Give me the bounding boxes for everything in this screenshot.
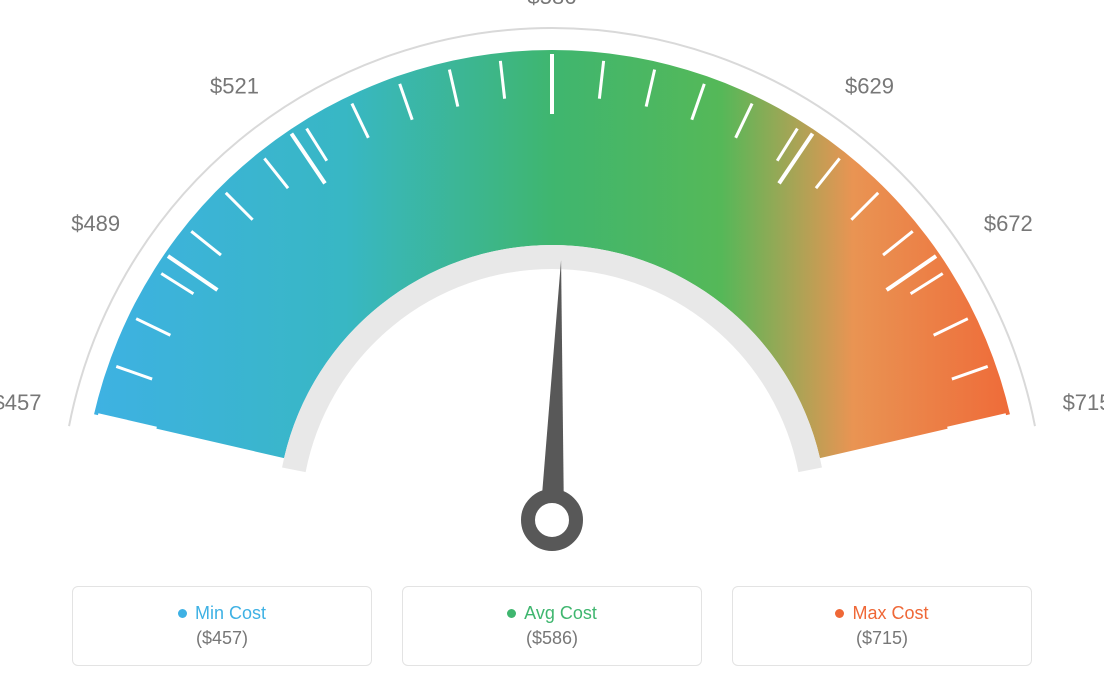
legend-min-value: ($457) [196, 628, 248, 649]
dot-min [178, 609, 187, 618]
legend-avg-value: ($586) [526, 628, 578, 649]
dot-max [835, 609, 844, 618]
legend-max-top: Max Cost [835, 603, 928, 624]
gauge-area: $457 $489 $521 $586 $629 $672 $715 [0, 0, 1104, 560]
legend-card-min: Min Cost ($457) [72, 586, 372, 666]
legend-min-label: Min Cost [195, 603, 266, 624]
gauge-needle-hub [528, 496, 576, 544]
gauge-tick-label: $672 [984, 211, 1033, 236]
dot-avg [507, 609, 516, 618]
gauge-needle [540, 260, 564, 520]
legend-avg-top: Avg Cost [507, 603, 597, 624]
legend-row: Min Cost ($457) Avg Cost ($586) Max Cost… [0, 586, 1104, 666]
gauge-tick-label: $715 [1063, 390, 1104, 415]
cost-gauge-widget: $457 $489 $521 $586 $629 $672 $715 Min Cost ($… [0, 0, 1104, 690]
gauge-tick-label: $586 [528, 0, 577, 9]
legend-card-avg: Avg Cost ($586) [402, 586, 702, 666]
legend-max-label: Max Cost [852, 603, 928, 624]
gauge-svg: $457 $489 $521 $586 $629 $672 $715 [0, 0, 1104, 560]
legend-max-value: ($715) [856, 628, 908, 649]
gauge-tick-label: $521 [210, 74, 259, 99]
gauge-tick-label: $629 [845, 74, 894, 99]
legend-min-top: Min Cost [178, 603, 266, 624]
legend-card-max: Max Cost ($715) [732, 586, 1032, 666]
legend-avg-label: Avg Cost [524, 603, 597, 624]
gauge-tick-label: $489 [71, 211, 120, 236]
gauge-tick-label: $457 [0, 390, 41, 415]
